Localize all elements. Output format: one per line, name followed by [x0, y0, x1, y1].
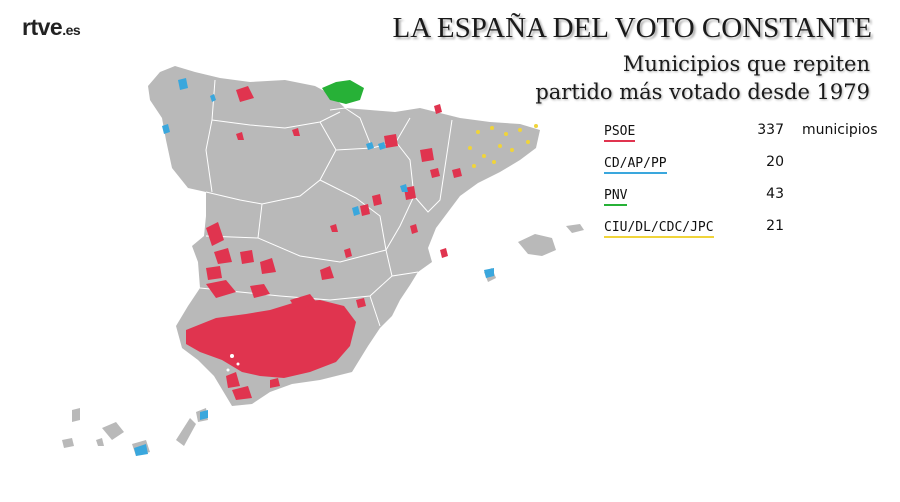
legend-count-pp: 20	[766, 154, 784, 170]
rtve-logo: rtve.es	[22, 14, 81, 41]
legend-row-pnv: PNV 43	[600, 182, 895, 214]
subtitle: Municipios que repiten partido más votad…	[535, 50, 870, 106]
logo-name: rtve	[22, 14, 63, 40]
balearic-islands	[518, 234, 556, 256]
psoe-municipalities	[186, 86, 462, 400]
menorca	[566, 224, 584, 233]
legend-count-ciu: 21	[766, 218, 784, 234]
legend-row-pp: CD/AP/PP 20	[600, 150, 895, 182]
pnv-municipalities	[322, 80, 364, 104]
legend-label-ciu: CIU/DL/CDC/JPC	[604, 220, 714, 238]
canary-islands-2	[62, 438, 74, 448]
legend-row-ciu: CIU/DL/CDC/JPC 21	[600, 214, 895, 246]
pp-municipalities	[134, 78, 494, 456]
subtitle-line-2: partido más votado desde 1979	[535, 80, 870, 104]
ciu-municipalities	[468, 124, 538, 168]
subtitle-line-1: Municipios que repiten	[622, 52, 870, 76]
legend-count-psoe: 337	[757, 122, 784, 138]
logo-suffix: .es	[62, 22, 81, 38]
legend: PSOE 337 municipios CD/AP/PP 20 PNV 43 C…	[600, 118, 895, 246]
canary-islands-7	[96, 438, 104, 446]
legend-label-pnv: PNV	[604, 188, 628, 206]
canary-islands-3	[102, 422, 124, 440]
legend-count-pnv: 43	[766, 186, 784, 202]
legend-label-pp: CD/AP/PP	[604, 156, 667, 174]
legend-row-psoe: PSOE 337 municipios	[600, 118, 895, 150]
legend-label-psoe: PSOE	[604, 124, 636, 142]
page-title: LA ESPAÑA DEL VOTO CONSTANTE	[392, 12, 872, 44]
canary-islands-5	[176, 418, 196, 446]
canary-islands-1	[72, 408, 80, 422]
legend-unit: municipios	[802, 122, 878, 138]
city-marks	[226, 354, 240, 372]
